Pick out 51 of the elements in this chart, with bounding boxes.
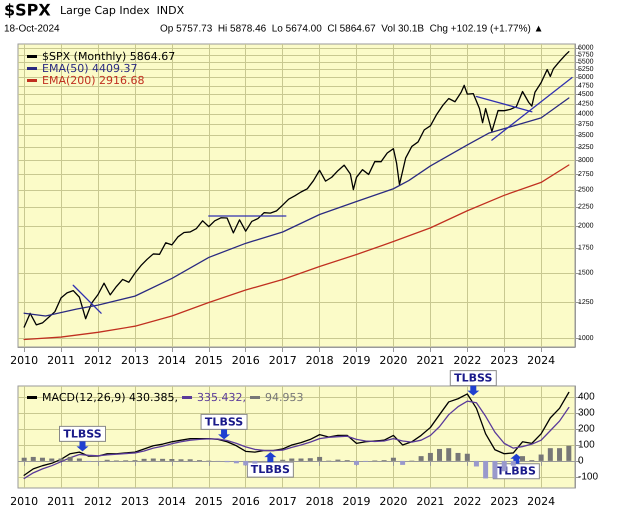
text: 18-Oct-2024: [4, 24, 60, 34]
chart-subtitle: Large Cap Index INDX: [60, 4, 185, 17]
x-tick-label: 2012: [84, 495, 112, 507]
x-tick-label: 2015: [194, 354, 223, 367]
x-tick-label: 2014: [158, 354, 186, 367]
x-tick-label: 2017: [268, 495, 297, 507]
legend-label: 94.953: [265, 391, 304, 404]
x-tick-label: 2024: [527, 354, 556, 367]
x-tick-label: 2019: [342, 495, 371, 507]
x-tick-label: 2017: [268, 354, 297, 367]
x-tick-label: 2011: [47, 495, 76, 507]
x-tick-label: 2018: [306, 495, 334, 507]
annotation: TLBSS: [63, 427, 102, 440]
y-tick-label: 0: [578, 455, 584, 466]
text: Op 5757.73 Hi 5878.46 Lo 5674.00 Cl 5864.67 Vol 30.1B Chg +102.19 (+1.77%) ▲: [160, 24, 544, 34]
y-tick-label: 100: [578, 439, 596, 450]
x-tick-label: 2018: [306, 354, 334, 367]
y-tick-label: 300: [578, 408, 596, 419]
x-tick-label: 2023: [490, 354, 518, 367]
x-tick-label: 2020: [379, 354, 408, 367]
legend-label: EMA(200) 2916.68: [42, 74, 145, 87]
x-tick-label: 2016: [232, 354, 260, 367]
x-tick-label: 2011: [47, 354, 76, 367]
x-tick-label: 2014: [158, 495, 186, 507]
annotation: TLBBS: [496, 464, 536, 478]
x-tick-label: 2020: [379, 495, 408, 507]
x-tick-label: 2023: [490, 495, 518, 507]
x-tick-label: 2024: [527, 495, 556, 507]
legend-label: MACD(12,26,9) 430.385,: [42, 391, 178, 404]
x-tick-label: 2013: [120, 354, 149, 367]
y-tick-label: 400: [578, 392, 596, 403]
annotation: TLBSS: [454, 372, 492, 385]
y-tick-label: 200: [578, 424, 596, 435]
x-tick-label: 2022: [453, 495, 482, 507]
legend-label: EMA(50) 4409.37: [42, 62, 138, 75]
x-tick-label: 2019: [342, 354, 371, 367]
x-tick-label: 2021: [416, 495, 444, 507]
x-tick-label: 2015: [194, 495, 223, 507]
x-tick-label: 2021: [416, 354, 444, 367]
x-tick-label: 2013: [120, 495, 149, 507]
x-tick-label: 2010: [10, 495, 38, 507]
legend-label: 335.432,: [197, 391, 246, 404]
x-tick-label: 2010: [10, 354, 38, 367]
chart-title: $SPX: [4, 0, 52, 20]
x-tick-label: 2012: [84, 354, 112, 367]
x-tick-label: 2016: [232, 495, 260, 507]
legend-label: $SPX (Monthly) 5864.67: [42, 50, 176, 63]
y-tick-label: -100: [578, 471, 598, 482]
annotation: TLBSS: [204, 415, 244, 428]
x-tick-label: 2022: [453, 354, 482, 367]
annotation: TLBBS: [250, 463, 290, 476]
